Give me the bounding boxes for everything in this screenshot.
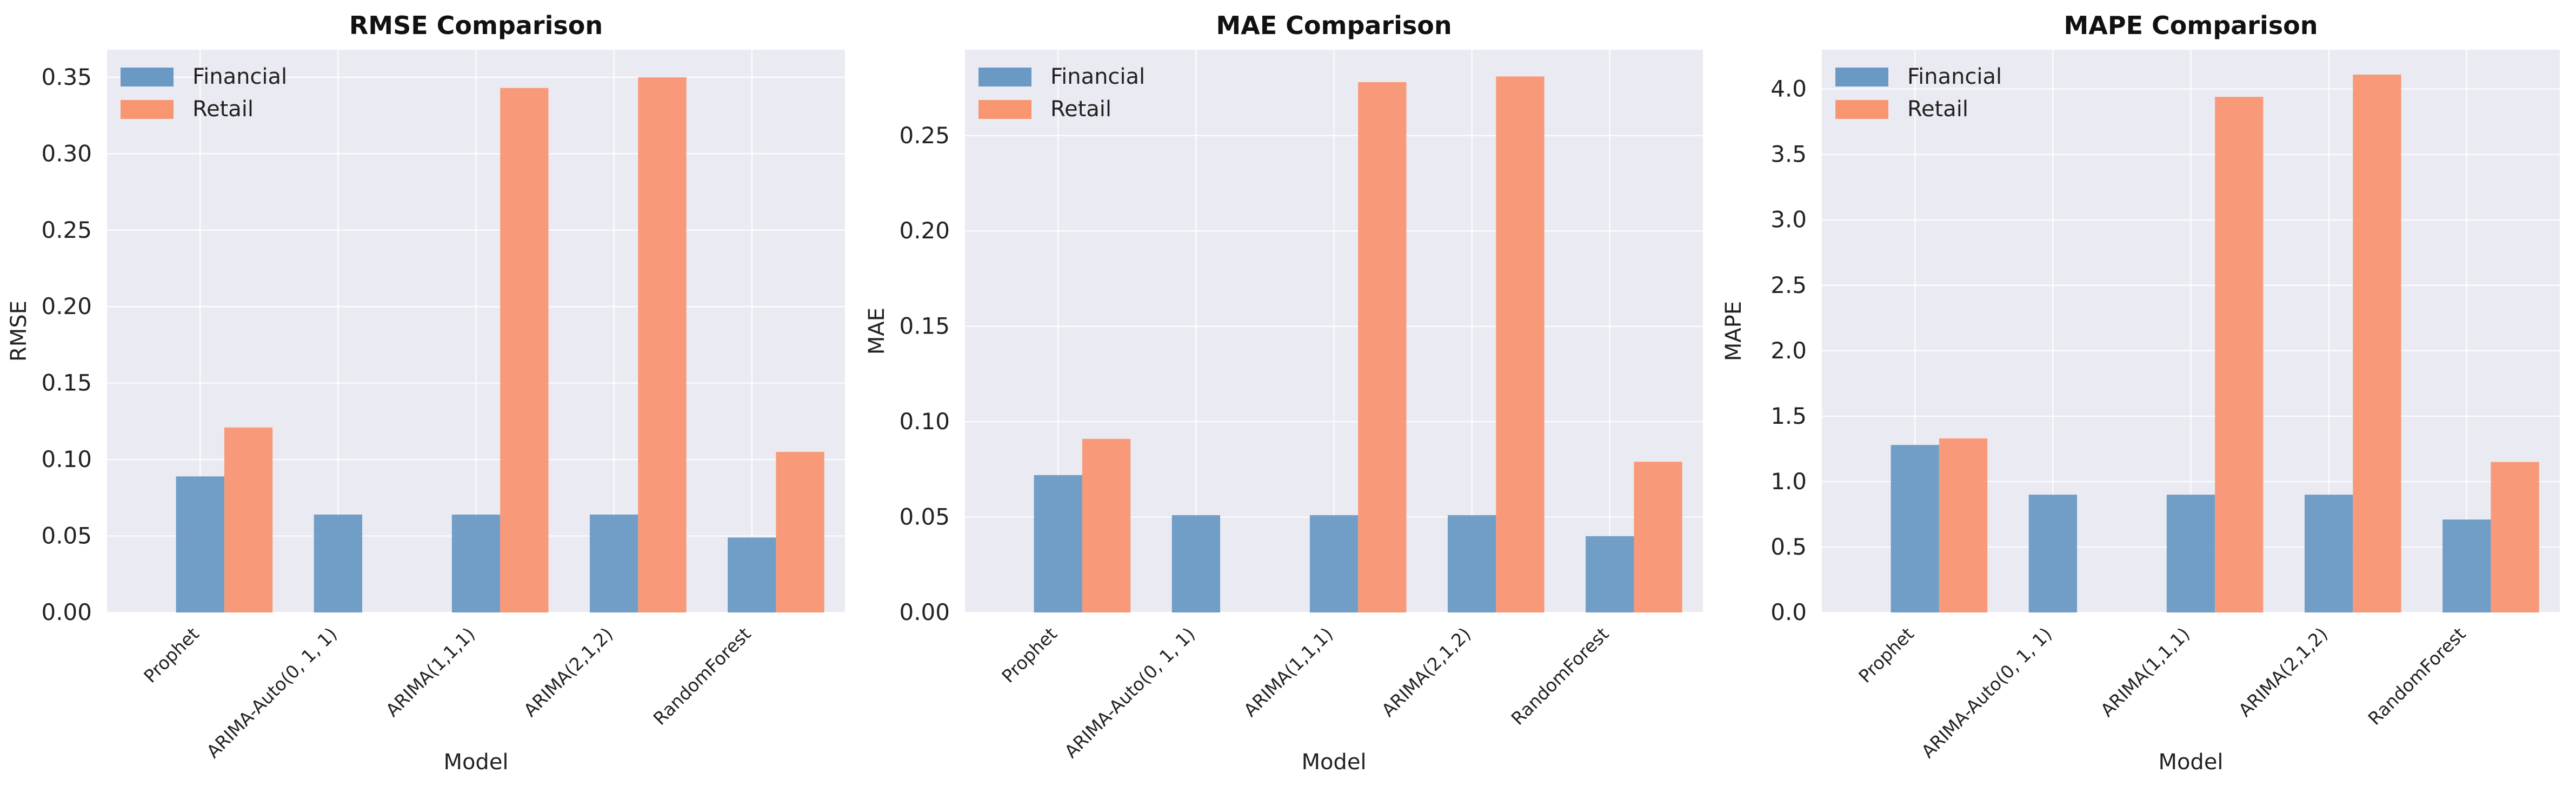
bar-financial-prophet [1891, 445, 1939, 612]
y-tick-label: 0.05 [41, 523, 92, 549]
legend-swatch-retail [121, 100, 174, 119]
y-tick-label: 0.15 [899, 313, 950, 339]
bar-retail-prophet [1939, 438, 1988, 612]
bar-retail-randomforest [776, 451, 824, 612]
legend-label-financial: Financial [192, 64, 287, 89]
bar-retail-prophet [224, 427, 273, 612]
chart-panel-rmse: 0.000.050.100.150.200.250.300.35ProphetA… [6, 11, 845, 775]
bar-financial-prophet [1034, 475, 1082, 612]
y-axis-label: MAE [864, 308, 889, 355]
x-tick-label: ARIMA-Auto(0, 1, 1) [1060, 623, 1199, 762]
legend-label-financial: Financial [1907, 64, 2002, 89]
x-tick-label: ARIMA(1,1,1) [1240, 623, 1337, 721]
bar-retail-arima-1-1-1 [2215, 97, 2264, 612]
y-tick-label: 0.0 [1770, 599, 1807, 625]
bar-financial-arima-auto-0-1-1 [1171, 515, 1221, 612]
chart-title: RMSE Comparison [349, 11, 603, 40]
bar-financial-randomforest [728, 537, 776, 612]
y-tick-label: 2.5 [1770, 272, 1807, 298]
legend-swatch-financial [121, 68, 174, 86]
chart-panel-mape: 0.0 0.5 1.0 1.5 2.0 2.5 3.0 3.5 4.0 ProphetARIMA-… [1721, 11, 2560, 775]
bar-financial-arima-auto-0-1-1 [314, 514, 363, 612]
y-tick-label: 0.15 [41, 370, 92, 396]
y-tick-label: 0.25 [899, 122, 950, 149]
y-tick-label: 0.00 [899, 599, 950, 625]
bar-retail-randomforest [1634, 462, 1682, 612]
chart-panel-mae: 0.00 0.05 0.10 0.15 0.20 0.25 ProphetARIMA-Aut… [864, 11, 1703, 775]
x-tick-label: ARIMA(1,1,1) [2096, 623, 2194, 721]
x-axis-label: Model [2158, 750, 2223, 775]
y-tick-label: 4.0 [1770, 76, 1807, 102]
y-tick-label: 3.5 [1770, 141, 1807, 168]
bar-financial-randomforest [1586, 536, 1634, 612]
bar-financial-prophet [176, 476, 224, 612]
x-tick-label: ARIMA-Auto(0, 1, 1) [1917, 623, 2056, 762]
x-tick-label: ARIMA(1,1,1) [382, 623, 479, 721]
bar-retail-arima-2-1-2 [1496, 76, 1545, 613]
bar-financial-arima-2-1-2 [1447, 515, 1496, 612]
chart-title: MAPE Comparison [2064, 11, 2318, 40]
y-tick-label: 0.10 [41, 446, 92, 472]
legend-label-financial: Financial [1050, 64, 1145, 89]
legend-swatch-financial [1835, 68, 1888, 86]
y-tick-label: 0.30 [41, 140, 92, 166]
bar-retail-arima-2-1-2 [638, 77, 687, 613]
x-axis-label: Model [1301, 750, 1366, 775]
legend-swatch-retail [979, 100, 1031, 119]
x-tick-label: Prophet [997, 623, 1061, 687]
x-tick-label: ARIMA(2,1,2) [2234, 623, 2332, 721]
y-tick-label: 0.35 [41, 64, 92, 90]
x-axis-label: Model [443, 750, 508, 775]
chart-title: MAE Comparison [1216, 11, 1452, 40]
y-tick-label: 2.0 [1770, 337, 1807, 364]
legend-label-retail: Retail [192, 97, 254, 122]
x-tick-label: RandomForest [1507, 623, 1613, 729]
y-axis-label: MAPE [1721, 301, 1746, 361]
bar-financial-arima-2-1-2 [2304, 495, 2353, 612]
y-tick-label: 0.05 [899, 504, 950, 530]
x-tick-label: ARIMA(2,1,2) [520, 623, 617, 721]
bar-retail-arima-1-1-1 [1358, 82, 1407, 612]
y-tick-label: 0.5 [1770, 534, 1807, 560]
y-tick-label: 1.5 [1770, 403, 1807, 429]
bar-financial-randomforest [2442, 519, 2491, 612]
y-tick-label: 0.20 [41, 293, 92, 319]
bar-retail-arima-1-1-1 [500, 88, 549, 613]
x-tick-label: ARIMA-Auto(0, 1, 1) [202, 623, 341, 762]
y-tick-label: 3.0 [1770, 206, 1807, 233]
y-tick-label: 0.10 [899, 408, 950, 435]
legend-label-retail: Retail [1050, 97, 1111, 122]
x-tick-label: Prophet [139, 623, 203, 687]
bar-retail-prophet [1082, 438, 1131, 612]
legend-swatch-financial [979, 68, 1031, 86]
bar-retail-arima-2-1-2 [2353, 74, 2401, 612]
y-tick-label: 0.00 [41, 599, 92, 625]
legend-label-retail: Retail [1907, 97, 1968, 122]
x-tick-label: Prophet [1854, 623, 1918, 687]
bar-financial-arima-1-1-1 [2166, 495, 2215, 612]
y-tick-label: 0.25 [41, 217, 92, 243]
bar-financial-arima-1-1-1 [451, 514, 501, 612]
x-tick-label: RandomForest [2364, 623, 2470, 729]
bar-retail-randomforest [2491, 462, 2539, 612]
x-tick-label: RandomForest [649, 623, 755, 729]
bar-financial-arima-2-1-2 [589, 514, 638, 612]
bar-financial-arima-auto-0-1-1 [2028, 495, 2078, 612]
x-tick-label: ARIMA(2,1,2) [1377, 623, 1475, 721]
bar-financial-arima-1-1-1 [1309, 515, 1359, 612]
y-tick-label: 0.20 [899, 217, 950, 244]
y-axis-label: RMSE [6, 301, 31, 362]
legend-swatch-retail [1835, 100, 1888, 119]
y-tick-label: 1.0 [1770, 468, 1807, 495]
